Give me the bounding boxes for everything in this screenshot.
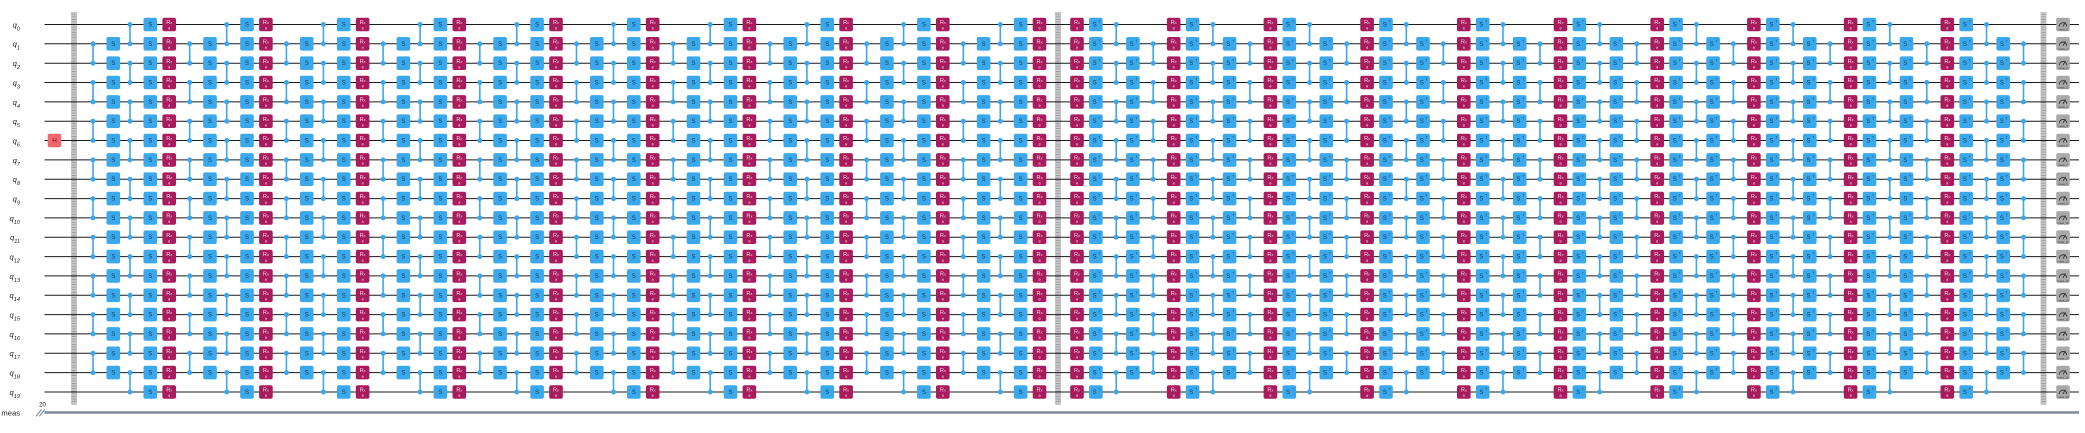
svg-text:meas_18: meas_18 [2057, 376, 2069, 380]
svg-text:meas: meas [1, 408, 20, 417]
svg-text:meas_5: meas_5 [2058, 124, 2068, 128]
svg-text:meas_16: meas_16 [2057, 337, 2069, 341]
svg-text:meas_2: meas_2 [2058, 66, 2068, 70]
svg-text:meas_17: meas_17 [2057, 356, 2069, 360]
svg-text:meas_15: meas_15 [2057, 318, 2069, 322]
svg-text:meas_0: meas_0 [2058, 28, 2068, 32]
svg-text:meas_10: meas_10 [2057, 221, 2069, 225]
svg-text:meas_9: meas_9 [2058, 202, 2068, 206]
svg-text:meas_1: meas_1 [2058, 47, 2068, 51]
svg-text:meas_3: meas_3 [2058, 86, 2068, 90]
svg-text:meas_4: meas_4 [2058, 105, 2068, 109]
svg-text:20: 20 [39, 403, 46, 409]
svg-text:meas_13: meas_13 [2057, 279, 2069, 283]
svg-text:meas_19: meas_19 [2057, 395, 2069, 399]
svg-text:meas_7: meas_7 [2058, 163, 2068, 167]
svg-text:meas_12: meas_12 [2057, 260, 2069, 264]
svg-text:meas_11: meas_11 [2058, 240, 2069, 244]
svg-text:meas_6: meas_6 [2058, 144, 2068, 148]
svg-text:meas_14: meas_14 [2057, 298, 2069, 302]
svg-text:meas_8: meas_8 [2058, 182, 2068, 186]
